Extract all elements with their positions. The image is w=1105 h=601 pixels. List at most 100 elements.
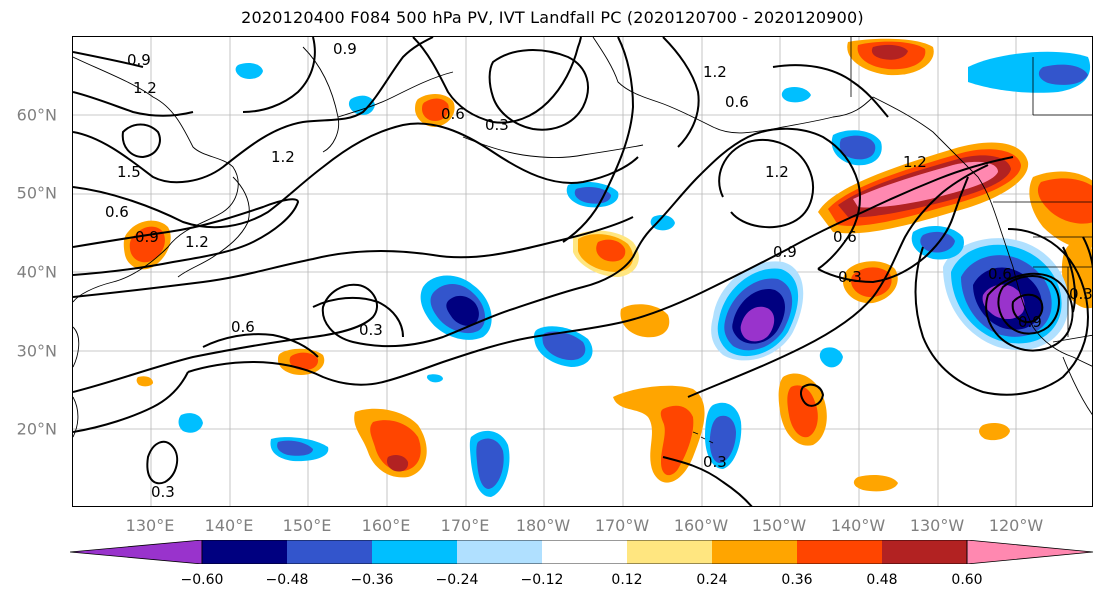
coastline-us-west bbox=[997, 221, 1092, 367]
border-canada-right bbox=[1032, 57, 1092, 116]
anomaly-upper-right-blue-dark bbox=[1038, 64, 1088, 85]
contour-label: 0.9 bbox=[773, 243, 797, 261]
map-panel: 0.9 0.9 1.2 1.5 0.6 0.9 1.2 1.2 0.6 0.3 … bbox=[72, 36, 1093, 507]
lon-label-140w: 140°W bbox=[830, 516, 886, 535]
contour-label: 0.6 bbox=[725, 93, 749, 111]
coastlines bbox=[73, 37, 1092, 444]
lat-label-50n: 50°N bbox=[16, 183, 57, 203]
colorbar-segment bbox=[202, 540, 287, 564]
contour-label: 0.6 bbox=[441, 105, 465, 123]
contour-line-11 bbox=[985, 272, 1074, 352]
contour-line-4 bbox=[73, 216, 634, 298]
anomaly-south-blue-small-6 bbox=[781, 87, 811, 103]
hawaii-islands bbox=[692, 431, 714, 444]
lon-label-150w: 150°W bbox=[751, 516, 807, 535]
colorbar-segment bbox=[542, 540, 627, 564]
contour-line-14 bbox=[718, 139, 814, 229]
coastline-china bbox=[73, 326, 80, 438]
contour-label: 0.9 bbox=[1018, 313, 1042, 331]
anomaly-alaska-top-darkred bbox=[871, 44, 908, 60]
anomaly-south-orange-small-3 bbox=[136, 376, 153, 387]
colorbar-tick-label: −0.24 bbox=[435, 572, 479, 588]
coastline-japan bbox=[177, 176, 250, 278]
anomaly-central-pacific-trough-purple bbox=[740, 306, 775, 342]
contour-line-26 bbox=[662, 456, 753, 506]
lon-label-120w: 120°W bbox=[988, 516, 1044, 535]
colorbar bbox=[69, 539, 1095, 568]
contour-line-12 bbox=[1011, 293, 1044, 324]
contour-line-19 bbox=[772, 64, 889, 118]
colorbar-segment bbox=[712, 540, 797, 564]
lon-label-180w: 180°W bbox=[515, 516, 571, 535]
coastline-bc-coast bbox=[872, 96, 999, 223]
map-title: 2020120400 F084 500 hPa PV, IVT Landfall… bbox=[241, 8, 864, 27]
anomaly-south-blue-170w-dark bbox=[476, 438, 504, 489]
anomaly-dateline-blue-navy bbox=[446, 295, 479, 326]
contour-line-13 bbox=[1062, 236, 1092, 313]
contour-label: 0.3 bbox=[703, 453, 727, 471]
contour-line-6 bbox=[73, 156, 1014, 433]
contour-label: 0.9 bbox=[127, 51, 151, 69]
colorbar-tick-label: 0.48 bbox=[866, 572, 898, 588]
contour-labels: 0.9 0.9 1.2 1.5 0.6 0.9 1.2 1.2 0.6 0.3 … bbox=[105, 40, 1093, 501]
contour-line-18 bbox=[662, 37, 700, 148]
contour-label: 0.3 bbox=[1069, 285, 1093, 303]
contour-line-9 bbox=[914, 228, 1090, 396]
lat-label-60n: 60°N bbox=[16, 105, 57, 125]
contour-label: 0.6 bbox=[231, 318, 255, 336]
contour-line-27 bbox=[202, 333, 319, 358]
aleutian-islands bbox=[462, 136, 644, 159]
colorbar-segment bbox=[797, 540, 882, 564]
colorbar-tick-label: 0.60 bbox=[951, 572, 983, 588]
contour-line-21 bbox=[73, 91, 194, 117]
colorbar-tick-label: 0.24 bbox=[696, 572, 728, 588]
contour-label: 1.2 bbox=[133, 79, 157, 97]
coastline-alaska bbox=[592, 37, 874, 134]
anomaly-south-blue-small-2 bbox=[819, 347, 843, 368]
contour-label: 0.9 bbox=[333, 40, 357, 58]
pv-contours bbox=[73, 37, 1092, 506]
colorbar-segment bbox=[627, 540, 712, 564]
map-svg: 0.9 0.9 1.2 1.5 0.6 0.9 1.2 1.2 0.6 0.3 … bbox=[73, 37, 1093, 506]
anomaly-east-edge-red bbox=[1037, 178, 1092, 224]
contour-line-25 bbox=[799, 383, 825, 407]
anomaly-north-pacific-blue-dark bbox=[839, 135, 876, 160]
anomaly-south-blue-small-7 bbox=[426, 374, 443, 383]
contour-line-8 bbox=[687, 164, 989, 398]
contour-label: 1.5 bbox=[117, 163, 141, 181]
contour-line-16 bbox=[488, 49, 589, 131]
anomaly-south-orange-small-2 bbox=[853, 475, 898, 492]
contour-label: 1.2 bbox=[185, 233, 209, 251]
lat-label-30n: 30°N bbox=[16, 341, 57, 361]
colorbar-tick-label: −0.12 bbox=[520, 572, 564, 588]
anomaly-south-145w-red bbox=[787, 385, 818, 438]
contour-line-7 bbox=[817, 176, 969, 284]
anomaly-south-blue-150e-dark bbox=[277, 440, 313, 456]
lon-label-130w: 130°W bbox=[909, 516, 965, 535]
colorbar-segment bbox=[287, 540, 372, 564]
contour-label: 0.3 bbox=[838, 268, 862, 286]
colorbar-segment bbox=[882, 540, 967, 564]
contour-label: 0.6 bbox=[105, 203, 129, 221]
anomaly-south-orange-small-1 bbox=[979, 423, 1010, 441]
anomaly-subtropical-blue-dark bbox=[542, 331, 586, 361]
lon-label-170w: 170°W bbox=[594, 516, 650, 535]
anomaly-orange-170w-42n-red bbox=[596, 239, 626, 262]
contour-line-23 bbox=[146, 440, 179, 485]
contour-line-15 bbox=[412, 37, 582, 124]
lon-label-140e: 140°E bbox=[204, 516, 254, 535]
colorbar-tick-label: −0.48 bbox=[265, 572, 309, 588]
anomaly-south-blue-small-4 bbox=[235, 63, 263, 79]
lat-label-40n: 40°N bbox=[16, 262, 57, 282]
colorbar-extend-high bbox=[966, 539, 1094, 565]
contour-label: 1.2 bbox=[765, 163, 789, 181]
contour-line-22 bbox=[73, 51, 144, 68]
anomaly-orange-kamchatka-red bbox=[422, 98, 449, 121]
colorbar-tick-label: 0.12 bbox=[611, 572, 643, 588]
contour-label: 0.3 bbox=[359, 321, 383, 339]
contour-line-2 bbox=[73, 122, 639, 229]
contour-label: 0.3 bbox=[485, 116, 509, 134]
contour-line-1 bbox=[73, 37, 434, 184]
contour-label: 0.3 bbox=[151, 483, 175, 501]
colorbar-segment bbox=[372, 540, 457, 564]
